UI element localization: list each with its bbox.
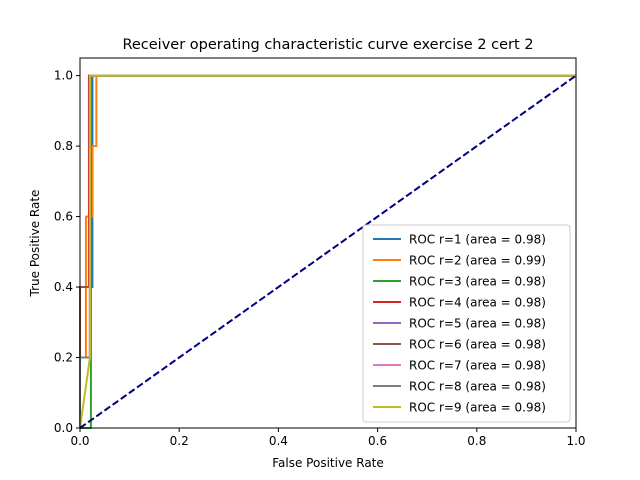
y-tick-label: 0.4 xyxy=(54,280,73,294)
y-axis-label: True Positive Rate xyxy=(28,190,42,298)
x-tick-label: 0.8 xyxy=(467,434,486,448)
x-tick-label: 0.4 xyxy=(269,434,288,448)
chart-title: Receiver operating characteristic curve … xyxy=(122,37,533,53)
legend-entry: ROC r=7 (area = 0.98) xyxy=(409,359,546,373)
y-tick-label: 1.0 xyxy=(54,69,73,83)
x-tick-label: 0.0 xyxy=(70,434,89,448)
legend-entry: ROC r=6 (area = 0.98) xyxy=(409,338,546,352)
legend-entry: ROC r=9 (area = 0.98) xyxy=(409,401,546,415)
legend-entry: ROC r=1 (area = 0.98) xyxy=(409,233,546,247)
y-tick-label: 0.2 xyxy=(54,351,73,365)
roc-curve-r9 xyxy=(79,74,576,429)
chance-line xyxy=(79,74,577,429)
x-tick-label: 0.6 xyxy=(368,434,387,448)
y-tick-label: 0.6 xyxy=(54,210,73,224)
plot-frame xyxy=(79,57,577,429)
legend-entry: ROC r=4 (area = 0.98) xyxy=(409,296,546,310)
y-tick-label: 0.0 xyxy=(54,421,73,435)
legend: ROC r=1 (area = 0.98) ROC r=2 (area = 0.9… xyxy=(362,224,571,423)
x-tick-label: 0.2 xyxy=(170,434,189,448)
x-axis-label: False Positive Rate xyxy=(272,456,384,470)
legend-entry: ROC r=2 (area = 0.99) xyxy=(409,254,546,268)
x-tick-label: 1.0 xyxy=(566,434,585,448)
legend-entry: ROC r=3 (area = 0.98) xyxy=(409,275,546,289)
legend-box xyxy=(362,224,571,423)
legend-entry: ROC r=5 (area = 0.98) xyxy=(409,317,546,331)
y-tick-label: 0.8 xyxy=(54,139,73,153)
axis-ticks: 0.0 0.2 0.4 0.6 0.8 1.0 0.0 0.2 0.4 0.6 0.8 1.0 xyxy=(54,69,586,448)
legend-entry: ROC r=8 (area = 0.98) xyxy=(409,380,546,394)
